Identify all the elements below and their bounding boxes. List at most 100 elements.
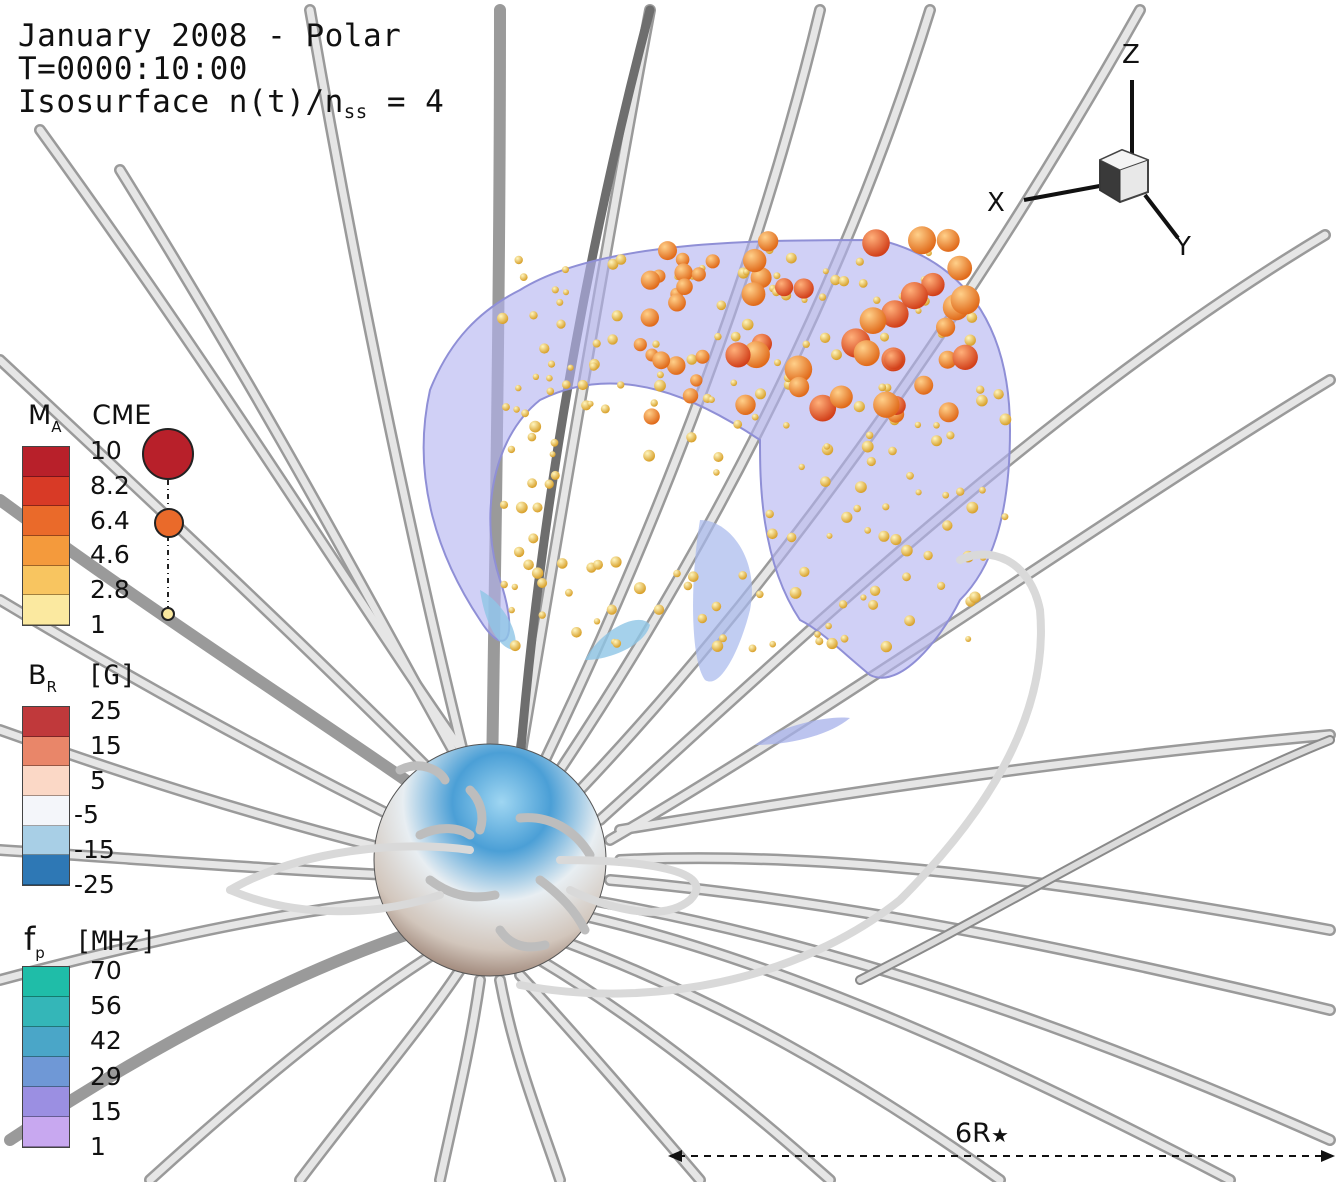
legend_fp-segment	[23, 1117, 69, 1147]
cme-particle	[615, 254, 627, 265]
cme-particle	[890, 534, 902, 546]
legend_mach-segment	[23, 535, 69, 566]
cme-particle	[950, 285, 980, 315]
cme-particle	[878, 530, 890, 542]
cme-particle	[713, 469, 720, 476]
cme-particle	[853, 340, 880, 367]
cme-particle	[880, 332, 889, 342]
cme-particle	[695, 349, 710, 364]
cme-particle	[756, 590, 764, 599]
cme-particle	[915, 307, 922, 314]
cme-particle	[921, 272, 945, 297]
cme-particle	[527, 432, 537, 442]
cme-particle	[969, 591, 981, 603]
cme-particle	[640, 270, 661, 290]
cme-particle	[906, 471, 914, 480]
cme-particle	[589, 362, 598, 371]
cme-particle	[773, 272, 781, 280]
br-legend-label: BR [G]	[28, 660, 137, 696]
cme-particle	[855, 481, 867, 493]
mach-colorbar	[22, 446, 70, 626]
cme-particle	[964, 334, 976, 346]
cme-particle	[643, 449, 655, 462]
cme-particle	[765, 509, 774, 519]
legend_fp-tick: 70	[90, 956, 122, 985]
cme-particle	[802, 340, 810, 348]
title-line-3-main: Isosurface n(t)/n	[18, 84, 344, 120]
cme-particle	[658, 241, 677, 261]
legend_fp-segment	[23, 997, 69, 1027]
cme-particle	[767, 528, 778, 540]
cme-particle	[633, 338, 647, 352]
cme-particle	[549, 451, 556, 458]
cme-particle	[606, 604, 617, 615]
cme-particle	[738, 571, 747, 580]
star-sphere	[226, 550, 1045, 998]
cme-particle	[527, 478, 537, 489]
cme-particle	[861, 440, 874, 453]
cme-particle	[823, 443, 831, 450]
cme-particle	[682, 388, 699, 404]
cme-particle	[748, 644, 757, 653]
cme-particle	[567, 364, 574, 371]
cme-particle	[864, 527, 872, 534]
cme-particle	[562, 266, 569, 274]
cme-particle	[556, 298, 564, 306]
cme-particle	[640, 308, 659, 327]
cme-particle	[617, 381, 625, 389]
axis-label-x: X	[987, 188, 1005, 218]
cme-particle	[529, 420, 542, 433]
cme-particle	[819, 332, 831, 343]
cme-particle	[500, 580, 508, 589]
legend_fp-tick: 1	[90, 1132, 106, 1161]
cme-particle	[866, 456, 876, 467]
cme-particle	[858, 279, 868, 288]
legend_mach-tick: 4.6	[90, 540, 130, 570]
legend_br-tick: -15	[74, 835, 115, 865]
cme-particle	[865, 431, 874, 440]
cme-particle	[931, 435, 943, 447]
cme-particle	[497, 312, 509, 324]
cme-particle	[511, 583, 518, 591]
cme-particle	[751, 413, 759, 421]
cme-particle	[789, 587, 802, 599]
cme-particle	[999, 413, 1012, 426]
cme-particle	[652, 351, 671, 370]
axis-label-z: Z	[1122, 40, 1140, 70]
legend_mach-tick: 8.2	[90, 470, 130, 500]
cme-particle	[743, 268, 750, 276]
cme-particle	[814, 631, 821, 638]
cme-size-legend	[142, 428, 194, 621]
cme-particle	[593, 559, 603, 570]
cme-particle	[508, 606, 515, 614]
cme-particle	[633, 582, 646, 595]
legend_mach-tick: 1	[90, 610, 106, 639]
cme-particle	[711, 601, 722, 612]
cme-particle	[799, 566, 810, 578]
cme-particle	[600, 404, 610, 414]
cme-particle	[853, 504, 861, 513]
legend_fp-tick: 56	[90, 991, 122, 1021]
cme-particle	[513, 546, 525, 558]
cme-particle	[733, 419, 743, 429]
cme-particle	[882, 503, 890, 511]
cme-particle	[1001, 513, 1009, 521]
legend_br-segment	[23, 736, 69, 767]
legend_br-segment	[23, 766, 69, 796]
scale-label: 6R★	[955, 1118, 1009, 1149]
cme-particle	[942, 520, 953, 531]
cme-particle	[786, 532, 797, 543]
cme-particle	[650, 399, 658, 407]
cme-particle	[562, 380, 571, 389]
cme-particle	[938, 350, 957, 369]
cme-particle	[855, 257, 864, 266]
cme-particle	[538, 611, 546, 619]
cme-particle	[528, 533, 539, 544]
cme-particle	[869, 585, 881, 596]
cme-particle	[507, 445, 516, 454]
cme-particle	[901, 544, 913, 557]
cme-particle	[643, 408, 660, 425]
cme-particle	[532, 502, 543, 513]
cme-particle	[873, 391, 900, 418]
legend_br-tick: 25	[90, 696, 122, 725]
